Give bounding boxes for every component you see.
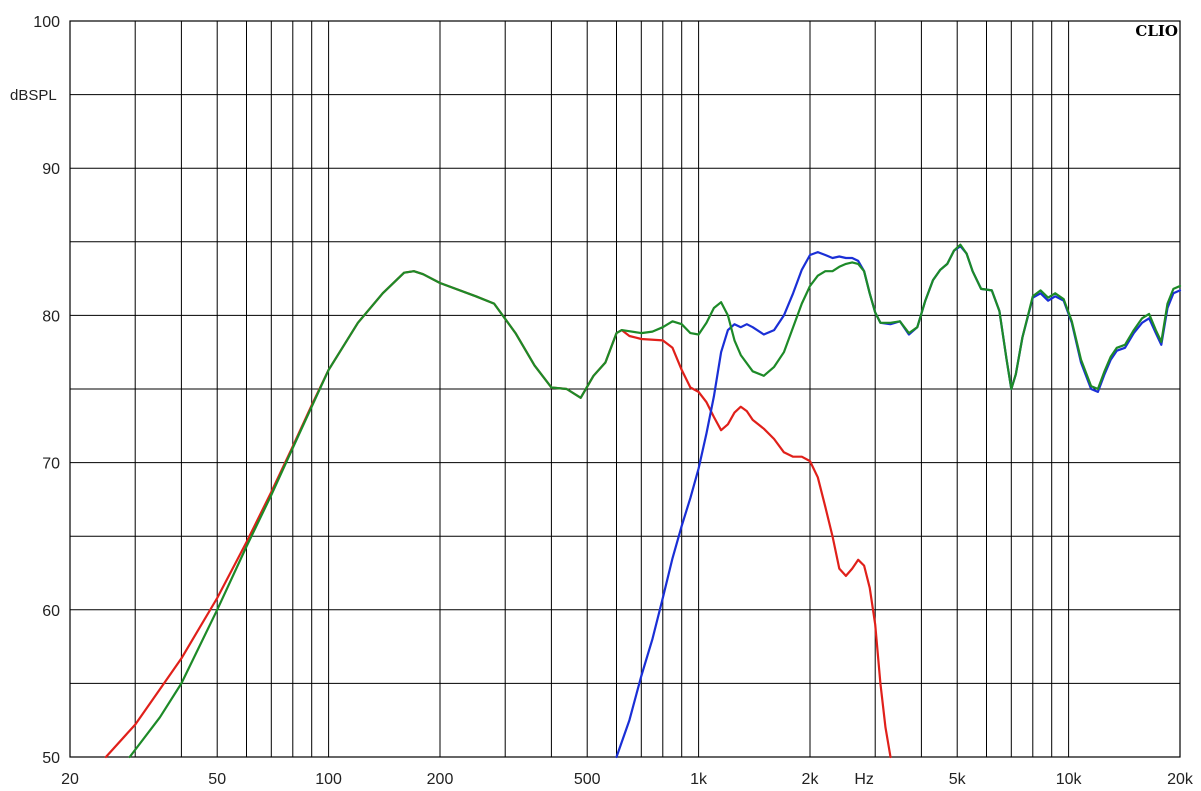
series-line-2 (615, 245, 1182, 759)
x-tick-label: 200 (427, 771, 454, 788)
x-tick-label: 100 (315, 771, 342, 788)
series-line-1 (104, 270, 892, 759)
x-axis-label: Hz (854, 771, 874, 788)
y-tick-labels: 100 90 80 70 60 50 (33, 14, 60, 767)
series-layer (104, 243, 1182, 759)
x-tick-label: 500 (574, 771, 601, 788)
x-tick-label: 20k (1167, 771, 1194, 788)
y-tick-label: 50 (42, 750, 60, 767)
clio-logo-text: CLIO (1135, 22, 1178, 40)
x-tick-labels: 20 50 100 200 500 1k 2k 5k 10k 20k (61, 771, 1194, 788)
y-tick-label: 90 (42, 161, 60, 178)
series-line-3 (128, 243, 1182, 759)
y-tick-label: 100 (33, 14, 60, 31)
minor-gridlines (70, 20, 1180, 758)
plot-frame (69, 20, 1181, 758)
y-tick-label: 70 (42, 456, 60, 473)
x-tick-label: 5k (949, 771, 967, 788)
x-tick-label: 10k (1056, 771, 1083, 788)
y-tick-label: 80 (42, 308, 60, 325)
y-axis-label: dBSPL (10, 87, 57, 104)
x-tick-label: 20 (61, 771, 79, 788)
x-tick-label: 1k (690, 771, 708, 788)
x-tick-label: 50 (208, 771, 226, 788)
x-tick-label: 2k (802, 771, 820, 788)
y-tick-label: 60 (42, 603, 60, 620)
